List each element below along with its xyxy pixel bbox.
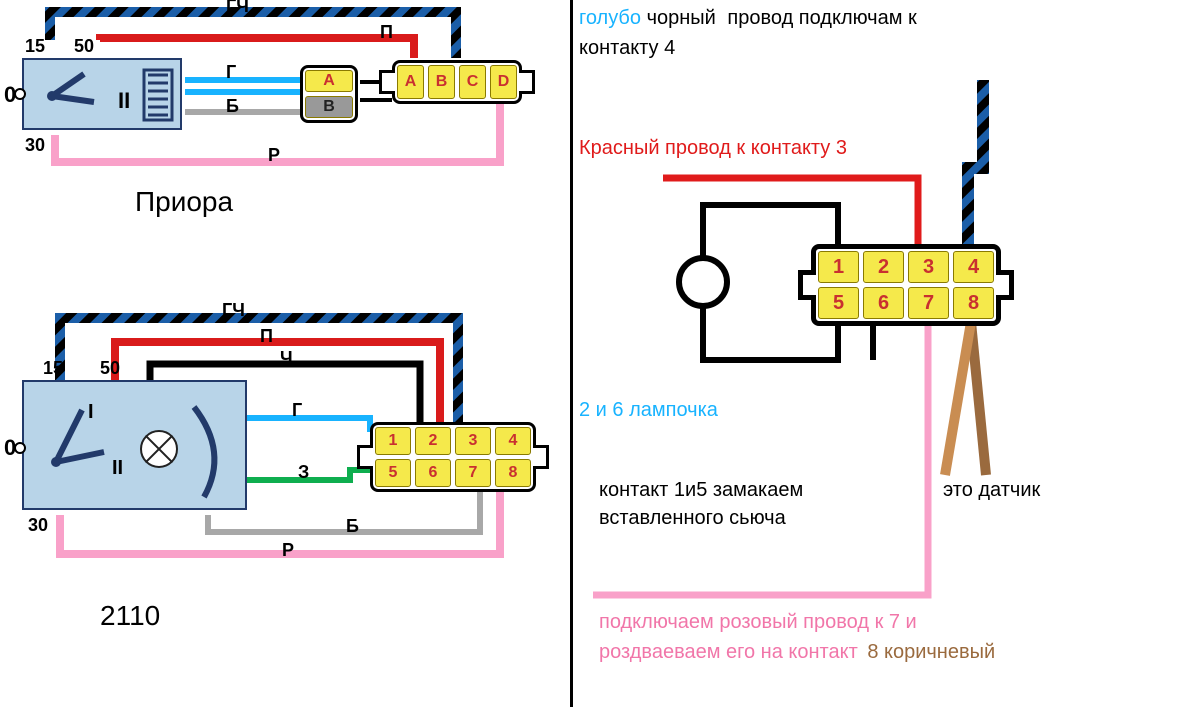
pin-3: 3 [455, 427, 491, 455]
rpin-2: 2 [863, 251, 904, 283]
priora-term-0-dot [14, 88, 26, 100]
rpin-4: 4 [953, 251, 994, 283]
lbl2-ch: Ч [280, 348, 293, 369]
priora-term-50: 50 [74, 36, 94, 57]
txt1b: чорный [647, 7, 716, 29]
v2110-term-15: 15 [43, 358, 63, 379]
txt1-line1: голубо чорный провод подключам к [579, 6, 917, 31]
v2110-term-0-dot [14, 442, 26, 454]
rpin-1: 1 [818, 251, 859, 283]
pin-4: 4 [495, 427, 531, 455]
pin-b2: B [428, 65, 455, 99]
v2110-conn8: 1 2 3 4 5 6 7 8 [370, 422, 536, 492]
pin-6: 6 [415, 459, 451, 487]
txt3: 2 и 6 лампочка [579, 398, 718, 423]
pin-5: 5 [375, 459, 411, 487]
rpin-7: 7 [908, 287, 949, 319]
pin-7: 7 [455, 459, 491, 487]
txt4b: вставленного сьюча [599, 506, 786, 531]
conn-tab-l [379, 70, 395, 94]
right-wires-svg [573, 0, 1185, 707]
rpin-3: 3 [908, 251, 949, 283]
lbl2-r: Р [282, 540, 294, 561]
priora-term-15: 15 [25, 36, 45, 57]
lbl2-p: П [260, 326, 273, 347]
txt2: Красный провод к контакту 3 [579, 136, 847, 161]
priora-abcd-connector: A B C D [392, 60, 522, 104]
rpin-8: 8 [953, 287, 994, 319]
txt1c: провод подключам к [727, 7, 916, 29]
pin-a2: A [397, 65, 424, 99]
txt5b: роздваеваем его на контакт [599, 641, 858, 663]
lbl2-g: Г [292, 400, 302, 421]
conn-tab [519, 70, 535, 94]
lbl2-gch: ГЧ [222, 300, 245, 321]
priora-term-30: 30 [25, 135, 45, 156]
pin-2: 2 [415, 427, 451, 455]
priora-ignition-box: II [22, 58, 182, 130]
rpin-6: 6 [863, 287, 904, 319]
lbl-g: Г [226, 62, 236, 83]
right-panel: 1 2 3 4 5 6 7 8 голубо чорный провод под… [570, 0, 1185, 707]
priora-ab-connector: A B [300, 65, 358, 123]
lbl-p: П [380, 22, 393, 43]
pin-b: B [305, 96, 353, 118]
v2110-term-30: 30 [28, 515, 48, 536]
v2110-ign-svg: I II [24, 382, 249, 512]
conn-tab2l [357, 445, 373, 469]
v2110-caption: 2110 [100, 600, 160, 632]
txt5c: 8 коричневый [867, 641, 995, 663]
svg-text:I: I [88, 401, 94, 423]
left-panel: II 15 50 30 0 A B A B C D ГЧ П Г Б Р [0, 0, 570, 707]
pin-a: A [305, 70, 353, 92]
rpin-5: 5 [818, 287, 859, 319]
right-conn8: 1 2 3 4 5 6 7 8 [811, 244, 1001, 326]
pin-d2: D [490, 65, 517, 99]
lbl2-z: З [298, 462, 309, 483]
rconn-tab [996, 270, 1014, 300]
lbl-gch: ГЧ [226, 0, 249, 17]
pin-1: 1 [375, 427, 411, 455]
lbl2-b: Б [346, 516, 359, 537]
txt5a: подключаем розовый провод к 7 и [599, 610, 917, 635]
txt4c: это датчик [943, 478, 1040, 503]
lbl-b: Б [226, 96, 239, 117]
svg-text:II: II [118, 88, 130, 113]
conn-tab2 [533, 445, 549, 469]
svg-text:II: II [112, 457, 123, 479]
v2110-ignition-box: I II [22, 380, 247, 510]
priora-ign-svg: II [24, 60, 184, 132]
v2110-term-50: 50 [100, 358, 120, 379]
rconn-tab-l [798, 270, 816, 300]
v2110-lamp-icon [140, 430, 178, 468]
txt1d: контакту 4 [579, 36, 675, 61]
txt5-line2: роздваеваем его на контакт 8 коричневый [599, 640, 995, 665]
lbl-r: Р [268, 145, 280, 166]
pin-8: 8 [495, 459, 531, 487]
txt4a: контакт 1и5 замакаем [599, 478, 803, 503]
pin-c2: C [459, 65, 486, 99]
txt1a: голубо [579, 7, 641, 29]
priora-caption: Приора [135, 186, 233, 218]
